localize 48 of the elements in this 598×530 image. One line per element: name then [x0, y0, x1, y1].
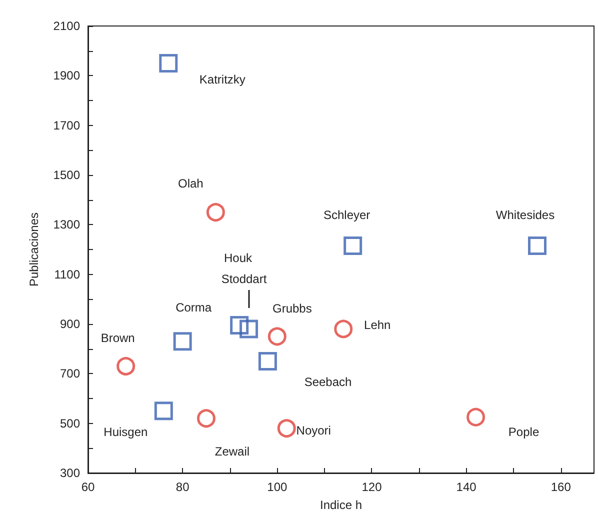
- y-tick-label: 1900: [53, 68, 80, 83]
- annotation: Corma: [176, 300, 212, 314]
- point: [154, 402, 173, 420]
- y-tick-label: 1100: [54, 267, 80, 282]
- x-tick-label: 160: [550, 480, 572, 494]
- annotation: Noyori: [296, 423, 331, 438]
- annotation: Seebach: [304, 375, 352, 389]
- x-tick-label: 140: [456, 480, 477, 494]
- y-tick-label: 300: [60, 466, 80, 480]
- annotation: Lehn: [364, 318, 391, 332]
- annotation: Brown: [100, 331, 135, 346]
- point: [268, 327, 286, 346]
- annotation: Grubbs: [272, 301, 312, 316]
- annotation: Olah: [178, 176, 204, 190]
- y-axis-title: Publicaciones: [27, 212, 41, 287]
- annotation: Pople: [508, 425, 540, 440]
- y-tick-label: 700: [60, 366, 80, 381]
- annotation: Huisgen: [104, 424, 148, 439]
- point: [206, 203, 225, 222]
- x-tick-label: 80: [176, 480, 190, 494]
- point: [159, 54, 178, 72]
- point: [230, 316, 249, 334]
- point: [277, 419, 296, 438]
- point: [258, 352, 277, 370]
- point: [240, 320, 258, 338]
- point: [116, 356, 136, 376]
- x-tick-label: 120: [362, 480, 382, 494]
- point: [196, 409, 216, 428]
- point: [528, 236, 546, 256]
- y-tick-label: 1300: [53, 218, 80, 232]
- annotation: Katritzky: [199, 72, 246, 86]
- x-axis-title: Indice h: [320, 498, 362, 512]
- annotation: Stoddart: [221, 272, 268, 286]
- y-tick-label: 500: [60, 416, 80, 430]
- point: [344, 236, 362, 256]
- point: [334, 320, 353, 338]
- y-tick-label: 900: [60, 317, 80, 331]
- x-tick-label: 60: [81, 480, 95, 494]
- y-tick-label: 1500: [53, 168, 80, 182]
- point: [173, 332, 192, 351]
- y-tick-label: 1700: [53, 118, 80, 132]
- x-tick-label: 100: [267, 480, 288, 494]
- y-tick-label: 2100: [53, 19, 80, 33]
- annotation: Schleyer: [323, 208, 370, 222]
- annotation: Houk: [224, 251, 254, 265]
- point: [466, 408, 486, 426]
- annotation: Whitesides: [496, 208, 555, 222]
- annotation: Zewail: [214, 444, 250, 458]
